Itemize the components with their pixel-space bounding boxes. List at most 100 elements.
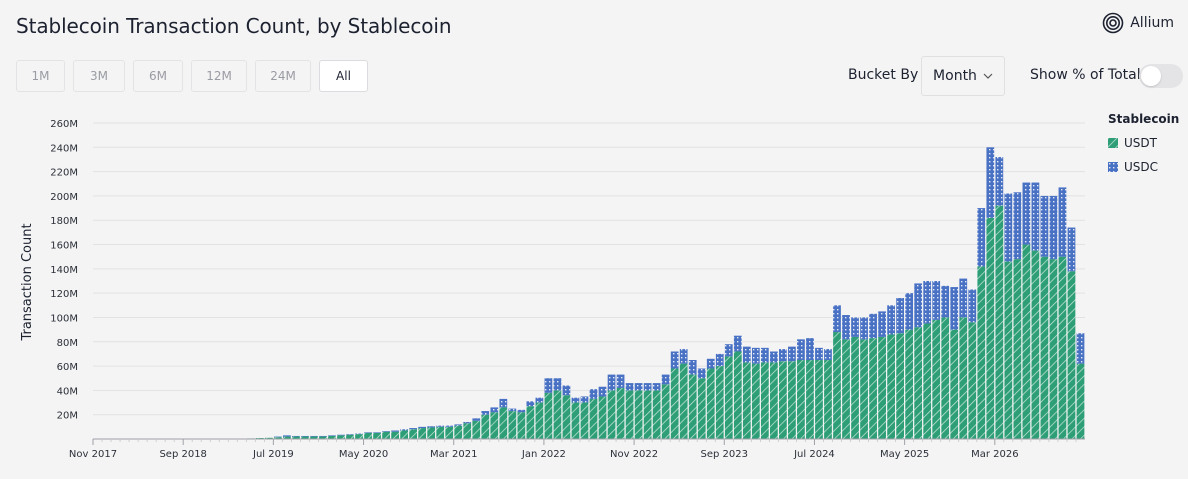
bar-usdt[interactable]: [328, 435, 336, 439]
bar-usdc[interactable]: [661, 374, 670, 385]
bar-usdc[interactable]: [860, 317, 868, 340]
bar-usdc[interactable]: [499, 398, 508, 408]
bar-usdc[interactable]: [779, 349, 787, 362]
bar-usdt[interactable]: [815, 360, 823, 439]
bar-usdt[interactable]: [670, 368, 679, 439]
bucket-select[interactable]: Month: [921, 56, 1005, 96]
bar-usdc[interactable]: [553, 378, 562, 391]
bar-usdt[interactable]: [400, 430, 409, 439]
bar-usdc[interactable]: [824, 349, 832, 360]
bar-usdc[interactable]: [472, 418, 481, 421]
bar-usdc[interactable]: [526, 401, 535, 407]
bar-usdc[interactable]: [607, 374, 616, 391]
bar-usdc[interactable]: [968, 289, 977, 323]
show-percent-toggle[interactable]: [1139, 64, 1183, 88]
bar-usdt[interactable]: [824, 360, 832, 439]
bar-usdt[interactable]: [1013, 259, 1022, 439]
bar-usdc[interactable]: [724, 344, 733, 357]
bar-usdt[interactable]: [941, 317, 950, 439]
bar-usdt[interactable]: [760, 362, 769, 439]
bar-usdc[interactable]: [463, 421, 472, 424]
bar-usdt[interactable]: [1031, 250, 1040, 439]
bar-usdt[interactable]: [779, 361, 787, 439]
bar-usdc[interactable]: [706, 358, 715, 369]
bar-usdt[interactable]: [481, 414, 490, 439]
bar-usdt[interactable]: [634, 390, 643, 439]
bar-usdc[interactable]: [319, 435, 327, 437]
bar-usdc[interactable]: [634, 383, 643, 391]
bar-usdt[interactable]: [436, 426, 445, 439]
bar-usdt[interactable]: [454, 425, 463, 439]
bar-usdc[interactable]: [508, 408, 517, 412]
bar-usdc[interactable]: [273, 436, 282, 438]
bar-usdt[interactable]: [1067, 271, 1076, 439]
bar-usdc[interactable]: [733, 335, 742, 352]
bar-usdt[interactable]: [860, 339, 868, 439]
bar-usdc[interactable]: [986, 147, 995, 218]
bar-usdt[interactable]: [517, 412, 526, 439]
bar-usdc[interactable]: [1058, 187, 1067, 257]
bar-usdc[interactable]: [490, 407, 499, 413]
bar-usdc[interactable]: [454, 424, 463, 426]
bar-usdt[interactable]: [472, 420, 481, 439]
bar-usdc[interactable]: [1040, 195, 1049, 257]
bar-usdt[interactable]: [1049, 259, 1058, 439]
bar-usdt[interactable]: [562, 395, 571, 439]
bar-usdc[interactable]: [373, 432, 381, 433]
bar-usdc[interactable]: [878, 311, 886, 337]
bar-usdt[interactable]: [445, 426, 454, 439]
bar-usdt[interactable]: [652, 390, 661, 439]
bar-usdc[interactable]: [1049, 195, 1058, 260]
bar-usdc[interactable]: [292, 435, 300, 437]
bar-usdt[interactable]: [788, 361, 796, 439]
bar-usdc[interactable]: [346, 434, 354, 435]
bar-usdt[interactable]: [1022, 244, 1031, 439]
bar-usdc[interactable]: [932, 281, 941, 320]
legend-item-usdc[interactable]: USDC: [1108, 158, 1179, 176]
bar-usdt[interactable]: [769, 362, 778, 439]
bar-usdt[interactable]: [715, 366, 724, 439]
bar-usdc[interactable]: [959, 278, 968, 318]
bar-usdc[interactable]: [697, 368, 706, 379]
bar-usdc[interactable]: [769, 351, 778, 363]
bar-usdc[interactable]: [851, 317, 859, 337]
bar-usdc[interactable]: [797, 339, 805, 360]
bar-usdc[interactable]: [355, 433, 363, 435]
bar-usdc[interactable]: [833, 305, 841, 333]
bar-usdc[interactable]: [1022, 182, 1031, 245]
bar-usdt[interactable]: [364, 432, 372, 439]
bar-usdt[interactable]: [806, 360, 814, 439]
bar-usdc[interactable]: [301, 435, 309, 437]
bar-usdc[interactable]: [436, 425, 445, 427]
bar-usdc[interactable]: [905, 293, 914, 330]
bar-usdc[interactable]: [544, 378, 553, 393]
bar-usdt[interactable]: [851, 336, 859, 439]
bar-usdt[interactable]: [526, 406, 535, 439]
bar-usdt[interactable]: [301, 436, 309, 439]
bar-usdt[interactable]: [878, 336, 886, 439]
bar-usdt[interactable]: [463, 423, 472, 439]
bar-usdt[interactable]: [950, 329, 959, 439]
bar-usdt[interactable]: [959, 317, 968, 439]
bar-usdc[interactable]: [715, 353, 724, 367]
bar-usdt[interactable]: [688, 374, 697, 439]
bar-usdc[interactable]: [670, 351, 679, 369]
range-all-button[interactable]: All: [319, 60, 368, 92]
bar-usdc[interactable]: [364, 432, 372, 433]
bar-usdt[interactable]: [797, 360, 805, 439]
bar-usdc[interactable]: [751, 347, 760, 364]
bar-usdt[interactable]: [986, 217, 995, 439]
bar-usdc[interactable]: [914, 283, 923, 328]
bar-usdt[interactable]: [896, 333, 905, 439]
bar-usdt[interactable]: [273, 437, 282, 439]
bar-usdt[interactable]: [319, 436, 327, 439]
bar-usdc[interactable]: [427, 426, 436, 428]
bar-usdt[interactable]: [535, 402, 544, 439]
bar-usdt[interactable]: [661, 384, 670, 439]
range-6m-button[interactable]: 6M: [133, 60, 183, 92]
bar-usdt[interactable]: [418, 428, 427, 439]
bar-usdt[interactable]: [842, 339, 850, 439]
bar-usdc[interactable]: [896, 298, 905, 334]
bar-usdc[interactable]: [625, 383, 634, 391]
bar-usdt[interactable]: [905, 329, 914, 439]
